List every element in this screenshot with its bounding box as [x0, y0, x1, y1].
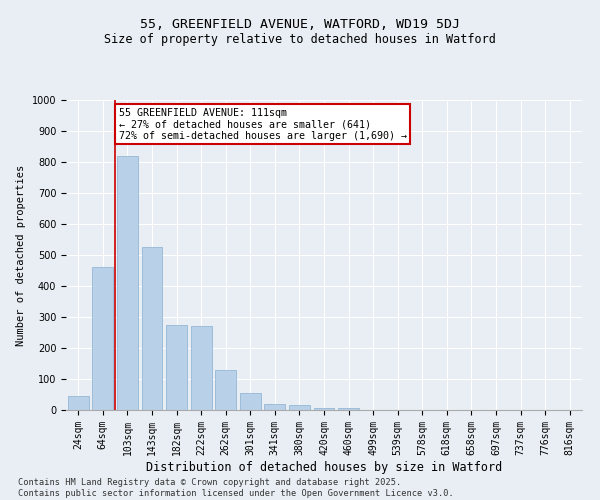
Bar — [142, 247, 163, 410]
Text: Size of property relative to detached houses in Watford: Size of property relative to detached ho… — [104, 32, 496, 46]
Bar — [215, 370, 236, 410]
Bar — [166, 325, 187, 410]
Bar — [314, 408, 334, 410]
Bar — [117, 156, 138, 410]
Text: 55 GREENFIELD AVENUE: 111sqm
← 27% of detached houses are smaller (641)
72% of s: 55 GREENFIELD AVENUE: 111sqm ← 27% of de… — [119, 108, 407, 141]
Bar — [265, 404, 286, 410]
Text: 55, GREENFIELD AVENUE, WATFORD, WD19 5DJ: 55, GREENFIELD AVENUE, WATFORD, WD19 5DJ — [140, 18, 460, 30]
Y-axis label: Number of detached properties: Number of detached properties — [16, 164, 26, 346]
Bar — [92, 268, 113, 410]
X-axis label: Distribution of detached houses by size in Watford: Distribution of detached houses by size … — [146, 460, 502, 473]
Text: Contains HM Land Registry data © Crown copyright and database right 2025.
Contai: Contains HM Land Registry data © Crown c… — [18, 478, 454, 498]
Bar — [68, 396, 89, 410]
Bar — [240, 393, 261, 410]
Bar — [191, 326, 212, 410]
Bar — [338, 408, 359, 410]
Bar — [289, 406, 310, 410]
